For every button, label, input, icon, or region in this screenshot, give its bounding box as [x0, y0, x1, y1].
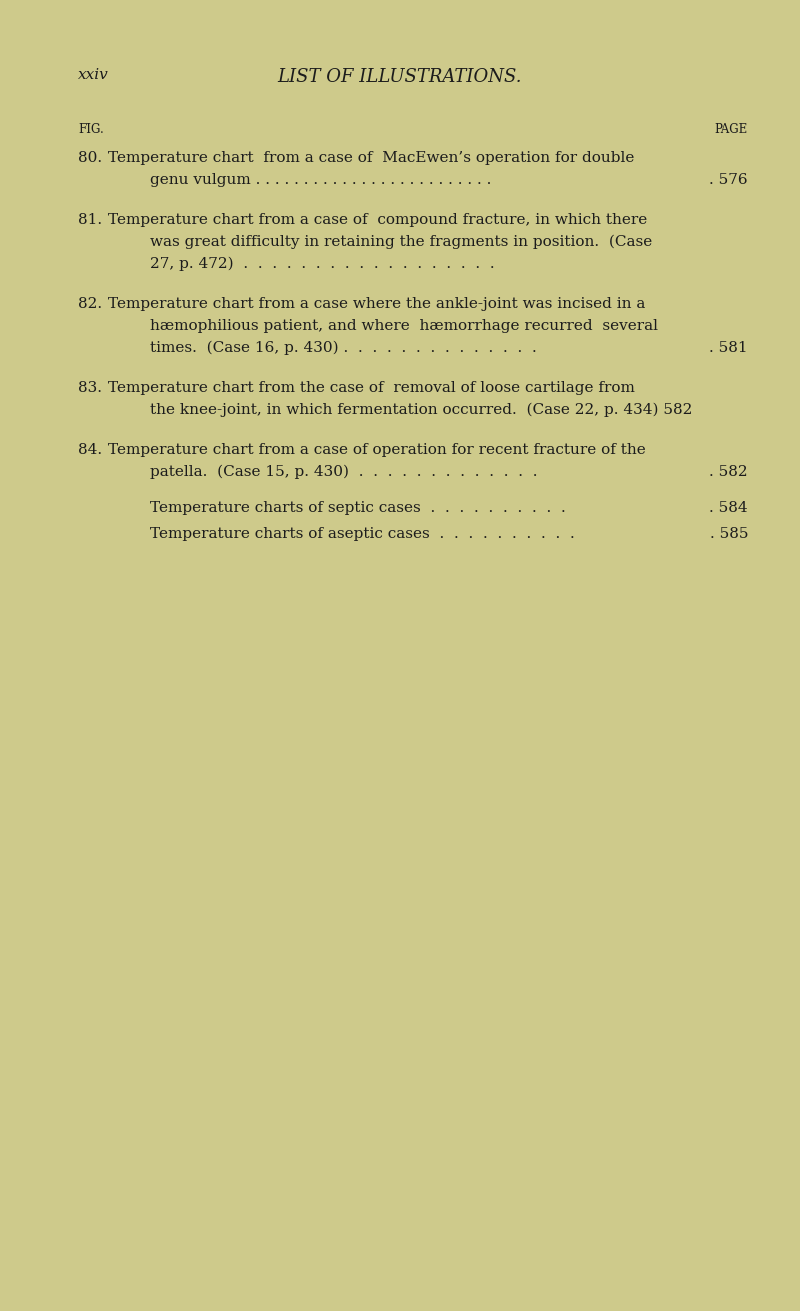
Text: Temperature chart from a case of operation for recent fracture of the: Temperature chart from a case of operati…: [108, 443, 646, 458]
Text: 27, p. 472)  .  .  .  .  .  .  .  .  .  .  .  .  .  .  .  .  .  .: 27, p. 472) . . . . . . . . . . . . . . …: [150, 257, 494, 271]
Text: . 576: . 576: [710, 173, 748, 187]
Text: 83.: 83.: [78, 382, 102, 395]
Text: Temperature chart from the case of  removal of loose cartilage from: Temperature chart from the case of remov…: [108, 382, 635, 395]
Text: 81.: 81.: [78, 212, 102, 227]
Text: Temperature chart from a case where the ankle-joint was incised in a: Temperature chart from a case where the …: [108, 298, 646, 311]
Text: times.  (Case 16, p. 430) .  .  .  .  .  .  .  .  .  .  .  .  .  .: times. (Case 16, p. 430) . . . . . . . .…: [150, 341, 537, 355]
Text: Temperature chart from a case of  compound fracture, in which there: Temperature chart from a case of compoun…: [108, 212, 647, 227]
Text: LIST OF ILLUSTRATIONS.: LIST OF ILLUSTRATIONS.: [278, 68, 522, 87]
Text: FIG.: FIG.: [78, 123, 104, 136]
Text: PAGE: PAGE: [714, 123, 748, 136]
Text: . 584: . 584: [710, 501, 748, 515]
Text: 80.: 80.: [78, 151, 102, 165]
Text: 82.: 82.: [78, 298, 102, 311]
Text: . 581: . 581: [710, 341, 748, 355]
Text: Temperature chart  from a case of  MacEwen’s operation for double: Temperature chart from a case of MacEwen…: [108, 151, 634, 165]
Text: xxiv: xxiv: [78, 68, 109, 83]
Text: the knee-joint, in which fermentation occurred.  (Case 22, p. 434) 582: the knee-joint, in which fermentation oc…: [150, 402, 692, 417]
Text: hæmophilious patient, and where  hæmorrhage recurred  several: hæmophilious patient, and where hæmorrha…: [150, 319, 658, 333]
Text: . 582: . 582: [710, 465, 748, 479]
Text: patella.  (Case 15, p. 430)  .  .  .  .  .  .  .  .  .  .  .  .  .: patella. (Case 15, p. 430) . . . . . . .…: [150, 465, 538, 480]
Text: genu vulgum . . . . . . . . . . . . . . . . . . . . . . . . .: genu vulgum . . . . . . . . . . . . . . …: [150, 173, 491, 187]
Text: . 585: . 585: [710, 527, 748, 541]
Text: 84.: 84.: [78, 443, 102, 458]
Text: Temperature charts of aseptic cases  .  .  .  .  .  .  .  .  .  .: Temperature charts of aseptic cases . . …: [150, 527, 574, 541]
Text: was great difficulty in retaining the fragments in position.  (Case: was great difficulty in retaining the fr…: [150, 235, 652, 249]
Text: Temperature charts of septic cases  .  .  .  .  .  .  .  .  .  .: Temperature charts of septic cases . . .…: [150, 501, 566, 515]
